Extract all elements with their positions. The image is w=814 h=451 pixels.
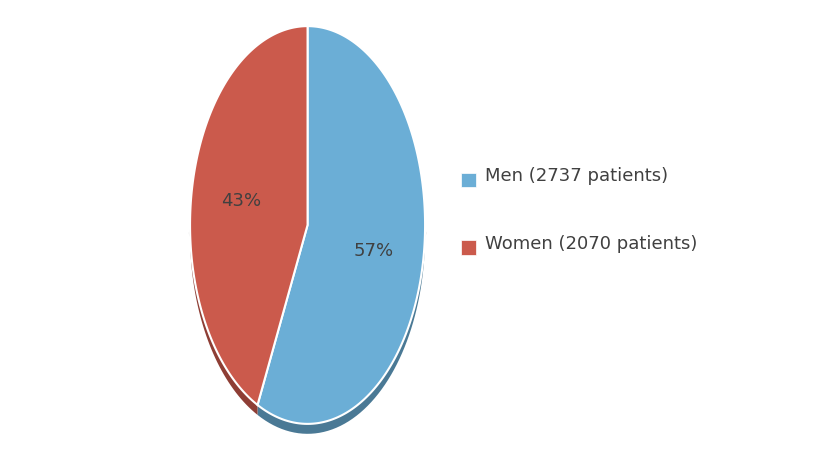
Polygon shape [257, 208, 425, 434]
Text: Women (2070 patients): Women (2070 patients) [485, 234, 697, 252]
Text: 57%: 57% [354, 242, 394, 260]
Text: Men (2737 patients): Men (2737 patients) [485, 166, 667, 184]
Polygon shape [257, 208, 427, 259]
FancyBboxPatch shape [462, 173, 475, 188]
Polygon shape [257, 27, 425, 424]
Text: 43%: 43% [221, 191, 261, 209]
FancyBboxPatch shape [462, 241, 475, 255]
Polygon shape [190, 206, 257, 415]
Polygon shape [190, 27, 308, 405]
Polygon shape [189, 208, 308, 257]
